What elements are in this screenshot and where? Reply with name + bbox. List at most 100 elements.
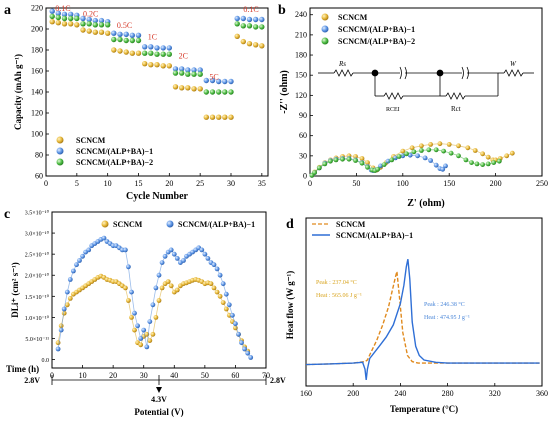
rate-label: 1C	[148, 33, 157, 42]
data-point	[179, 70, 185, 76]
series-line	[305, 259, 540, 380]
data-point	[365, 160, 370, 166]
rate-label: 0.1C	[243, 5, 258, 14]
data-point	[80, 21, 86, 27]
data-point	[68, 15, 74, 22]
data-point	[67, 277, 73, 282]
panel-a-xlabel: Cycle Number	[126, 191, 188, 202]
data-point	[185, 85, 191, 91]
panel-label-d: d	[286, 217, 294, 232]
data-point	[259, 43, 265, 49]
data-point	[49, 8, 55, 14]
data-point	[141, 327, 147, 333]
data-point	[147, 319, 153, 324]
data-point	[142, 44, 148, 50]
data-point	[226, 302, 232, 308]
x-tick-label: 150	[443, 179, 455, 188]
data-point	[166, 45, 172, 51]
y-tick-label: 2.5×10⁻¹⁰	[25, 252, 50, 259]
data-point	[456, 143, 461, 149]
legend-marker-scncm	[101, 220, 109, 228]
data-point	[448, 150, 454, 156]
data-point	[359, 156, 365, 161]
data-point	[203, 89, 209, 95]
y-tick-label: 90	[299, 111, 307, 120]
y-tick-label: 1.0×10⁻¹⁰	[25, 315, 50, 322]
data-point	[202, 251, 208, 257]
x-tick-label: 25	[196, 179, 204, 188]
data-point	[80, 15, 86, 22]
data-point	[165, 279, 171, 284]
data-point	[129, 289, 134, 295]
data-point	[92, 29, 99, 35]
data-point	[496, 158, 502, 164]
data-point	[123, 37, 129, 44]
data-point	[98, 29, 105, 35]
data-point	[61, 15, 68, 22]
panel-d-ylabel: Heat flow (W g⁻¹)	[285, 271, 295, 340]
legend-label-scncm: SCNCM	[113, 220, 143, 229]
y-tick-label: 160	[31, 67, 43, 76]
data-point	[220, 281, 226, 287]
data-point	[135, 37, 142, 44]
data-point	[485, 161, 491, 167]
circuit-label-rs: Rs	[338, 60, 346, 68]
y-tick-label: 210	[295, 30, 307, 39]
data-point	[199, 247, 205, 253]
data-point	[148, 44, 154, 50]
legend-marker-scncm	[321, 13, 329, 21]
y-tick-label: 140	[31, 88, 43, 97]
panel-b-xlabel: Z' (ohm)	[407, 198, 445, 209]
y-tick-label: 180	[31, 46, 43, 55]
equivalent-circuit	[318, 66, 534, 100]
data-point	[407, 152, 413, 158]
panel-c-chart: 0102030405060700.05.0×10⁻¹¹1.0×10⁻¹⁰1.5×…	[6, 210, 286, 418]
data-point	[365, 164, 370, 170]
data-point	[49, 19, 55, 25]
data-point	[197, 86, 203, 92]
data-point	[154, 51, 160, 57]
panel-d-legend: SCNCM SCNCM/(ALP+BA)−1	[312, 220, 413, 240]
data-point	[148, 61, 154, 68]
data-point	[55, 14, 61, 21]
annotation-peak-scncm: Peak : 237.04 °C	[316, 279, 357, 286]
legend-marker-scncm	[56, 136, 64, 144]
data-point	[472, 148, 478, 153]
legend-label-scncm: SCNCM	[336, 220, 366, 229]
data-point	[166, 51, 172, 57]
data-point	[411, 149, 417, 155]
panel-a-chart: 0 5 10 15 20 25 30 356080100120140160180200220 …	[13, 4, 269, 202]
annotation-heat-alpba1: Heat : 474.95 J g⁻¹	[424, 315, 470, 321]
data-point	[153, 315, 159, 320]
circuit-label-rcei: RCEI	[386, 107, 400, 113]
data-point	[147, 338, 153, 343]
data-point	[222, 89, 228, 95]
data-point	[142, 50, 148, 56]
data-point	[132, 310, 137, 316]
data-point	[474, 161, 480, 167]
x-tick-label: 280	[442, 389, 454, 398]
panel-d-xlabel: Temperature (°C)	[390, 404, 458, 414]
data-point	[125, 298, 131, 303]
data-point	[197, 71, 203, 77]
potential-label-mid: 4.3V	[151, 395, 167, 404]
x-tick-label: 250	[536, 179, 548, 188]
data-point	[159, 260, 165, 265]
data-point	[469, 160, 474, 166]
y-tick-label: 100	[31, 130, 43, 139]
annotation-heat-scncm: Heat : 565.06 J g⁻¹	[316, 293, 362, 299]
data-point	[234, 33, 240, 39]
data-point	[185, 67, 191, 73]
data-point	[179, 66, 185, 72]
data-point	[92, 17, 99, 24]
data-point	[86, 16, 92, 23]
data-point	[340, 156, 345, 162]
data-point	[148, 50, 154, 56]
y-tick-label: 0	[303, 172, 307, 181]
data-point	[441, 148, 446, 154]
data-point	[98, 22, 105, 28]
x-tick-label: 5	[75, 179, 79, 188]
data-point	[253, 24, 259, 30]
legend-label-alpba1: SCNCM/(ALP+BA)−1	[178, 220, 255, 229]
data-point	[64, 289, 70, 295]
